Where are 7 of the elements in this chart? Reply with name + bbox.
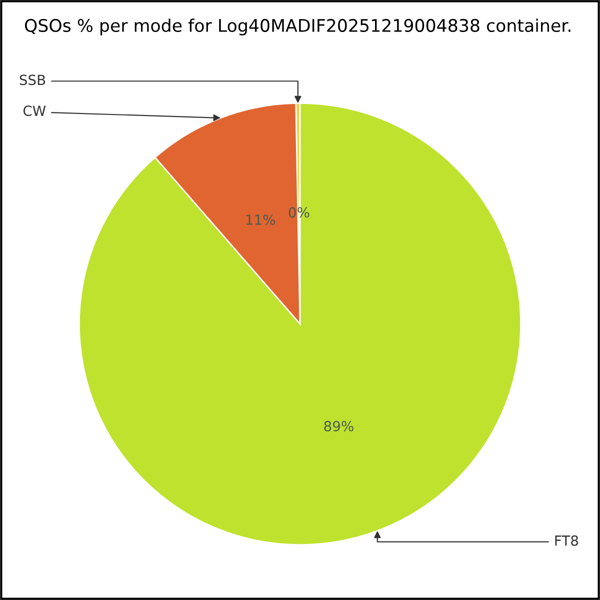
slice-label: CW (23, 106, 46, 116)
data-label: 89% (324, 420, 354, 432)
data-label: 0% (288, 207, 310, 218)
slice-label: SSB (20, 74, 46, 86)
slice-label: FT8 (555, 535, 578, 546)
chart-title: QSOs % per mode for Log40MADIF20251219004838 container. (24, 18, 570, 36)
data-label: 11% (246, 214, 275, 226)
